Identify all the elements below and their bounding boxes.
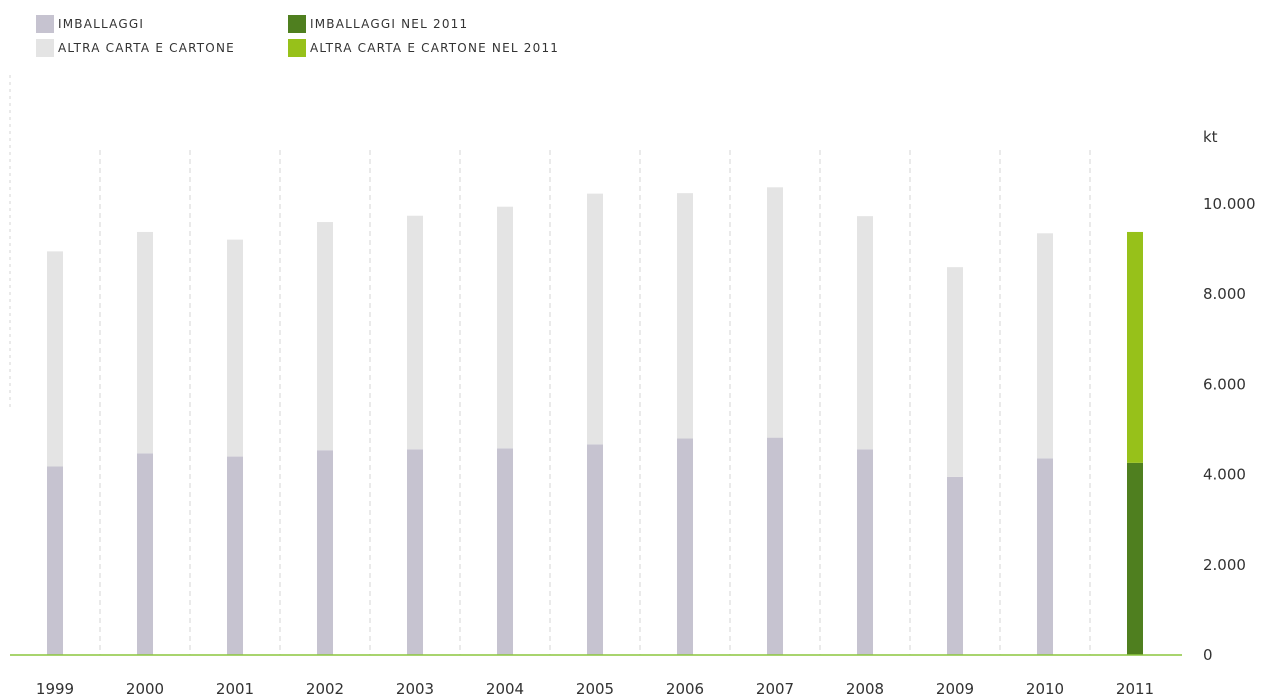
y-unit-label: kt [1203,128,1218,146]
legend-swatch-imballaggi-2011 [288,15,306,33]
bar-altra-carta-2005 [587,193,603,445]
x-tick-label: 1999 [36,680,74,698]
legend-item-altra-carta: ALTRA CARTA E CARTONE [36,39,235,57]
x-tick-label: 2001 [216,680,254,698]
bar-imballaggi-2004 [497,448,513,655]
bar-imballaggi-2007 [767,437,783,655]
y-tick-label: 0 [1203,646,1213,664]
bar-imballaggi-2011 [1127,462,1143,655]
bar-imballaggi-2009 [947,476,963,655]
bar-altra-carta-2002 [317,222,333,451]
bar-altra-carta-2001 [227,239,243,457]
x-tick-label: 2006 [666,680,704,698]
x-tick-label: 2007 [756,680,794,698]
bar-imballaggi-2002 [317,450,333,655]
bar-imballaggi-2010 [1037,458,1053,655]
x-tick-label: 2008 [846,680,884,698]
x-tick-label: 2010 [1026,680,1064,698]
legend-item-altra-carta-2011: ALTRA CARTA E CARTONE NEL 2011 [288,39,559,57]
bar-altra-carta-2011 [1127,231,1143,463]
bar-altra-carta-2007 [767,187,783,438]
legend-swatch-altra-carta [36,39,54,57]
bar-imballaggi-2000 [137,453,153,655]
x-tick-label: 2011 [1116,680,1154,698]
bar-imballaggi-2008 [857,449,873,655]
bar-altra-carta-2003 [407,215,423,450]
x-tick-label: 2009 [936,680,974,698]
bar-altra-carta-2004 [497,206,513,449]
bar-altra-carta-1999 [47,251,63,467]
bar-imballaggi-2001 [227,456,243,655]
legend-swatch-imballaggi [36,15,54,33]
bar-altra-carta-2000 [137,231,153,454]
legend-label-altra-carta: ALTRA CARTA E CARTONE [58,41,235,55]
y-tick-label: 10.000 [1203,195,1256,213]
bar-altra-carta-2008 [857,216,873,450]
y-tick-label: 4.000 [1203,466,1246,484]
chart-legend: IMBALLAGGI ALTRA CARTA E CARTONE IMBALLA… [0,0,700,70]
x-tick-label: 2005 [576,680,614,698]
legend-item-imballaggi: IMBALLAGGI [36,15,144,33]
y-tick-label: 8.000 [1203,285,1246,303]
legend-label-imballaggi: IMBALLAGGI [58,17,145,31]
bar-imballaggi-2003 [407,449,423,655]
y-tick-label: 6.000 [1203,375,1246,393]
bar-imballaggi-1999 [47,466,63,655]
x-tick-label: 2004 [486,680,524,698]
x-tick-label: 2000 [126,680,164,698]
legend-label-altra-carta-2011: ALTRA CARTA E CARTONE NEL 2011 [310,41,560,55]
x-tick-label: 2003 [396,680,434,698]
bar-imballaggi-2005 [587,444,603,655]
legend-item-imballaggi-2011: IMBALLAGGI NEL 2011 [288,15,468,33]
bar-altra-carta-2010 [1037,233,1053,459]
y-tick-label: 2.000 [1203,556,1246,574]
bar-imballaggi-2006 [677,438,693,655]
bar-altra-carta-2006 [677,193,693,439]
legend-swatch-altra-carta-2011 [288,39,306,57]
bar-altra-carta-2009 [947,267,963,477]
x-tick-label: 2002 [306,680,344,698]
legend-label-imballaggi-2011: IMBALLAGGI NEL 2011 [310,17,469,31]
